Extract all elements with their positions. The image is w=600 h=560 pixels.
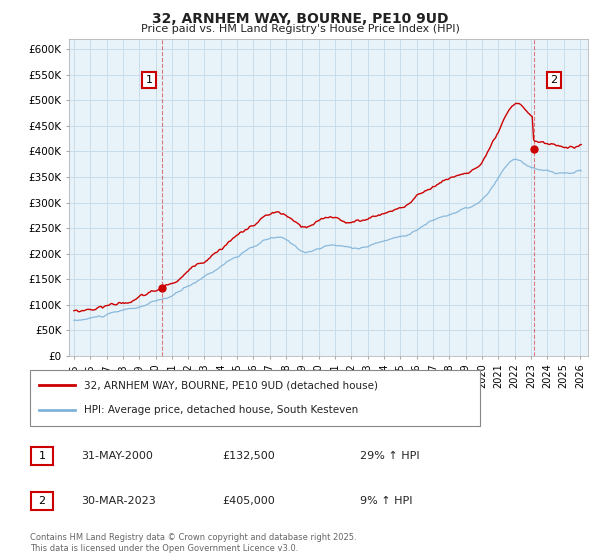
Text: 2: 2: [550, 75, 557, 85]
Text: 32, ARNHEM WAY, BOURNE, PE10 9UD (detached house): 32, ARNHEM WAY, BOURNE, PE10 9UD (detach…: [84, 380, 378, 390]
Text: Contains HM Land Registry data © Crown copyright and database right 2025.
This d: Contains HM Land Registry data © Crown c…: [30, 533, 356, 553]
Text: 9% ↑ HPI: 9% ↑ HPI: [360, 496, 413, 506]
Text: 29% ↑ HPI: 29% ↑ HPI: [360, 451, 419, 461]
Text: £405,000: £405,000: [222, 496, 275, 506]
Text: 31-MAY-2000: 31-MAY-2000: [81, 451, 153, 461]
Text: 30-MAR-2023: 30-MAR-2023: [81, 496, 156, 506]
Text: Price paid vs. HM Land Registry's House Price Index (HPI): Price paid vs. HM Land Registry's House …: [140, 24, 460, 34]
Text: 2: 2: [38, 496, 46, 506]
Text: £132,500: £132,500: [222, 451, 275, 461]
Text: 1: 1: [146, 75, 153, 85]
Text: 32, ARNHEM WAY, BOURNE, PE10 9UD: 32, ARNHEM WAY, BOURNE, PE10 9UD: [152, 12, 448, 26]
Text: 1: 1: [38, 451, 46, 461]
Text: HPI: Average price, detached house, South Kesteven: HPI: Average price, detached house, Sout…: [84, 405, 358, 415]
